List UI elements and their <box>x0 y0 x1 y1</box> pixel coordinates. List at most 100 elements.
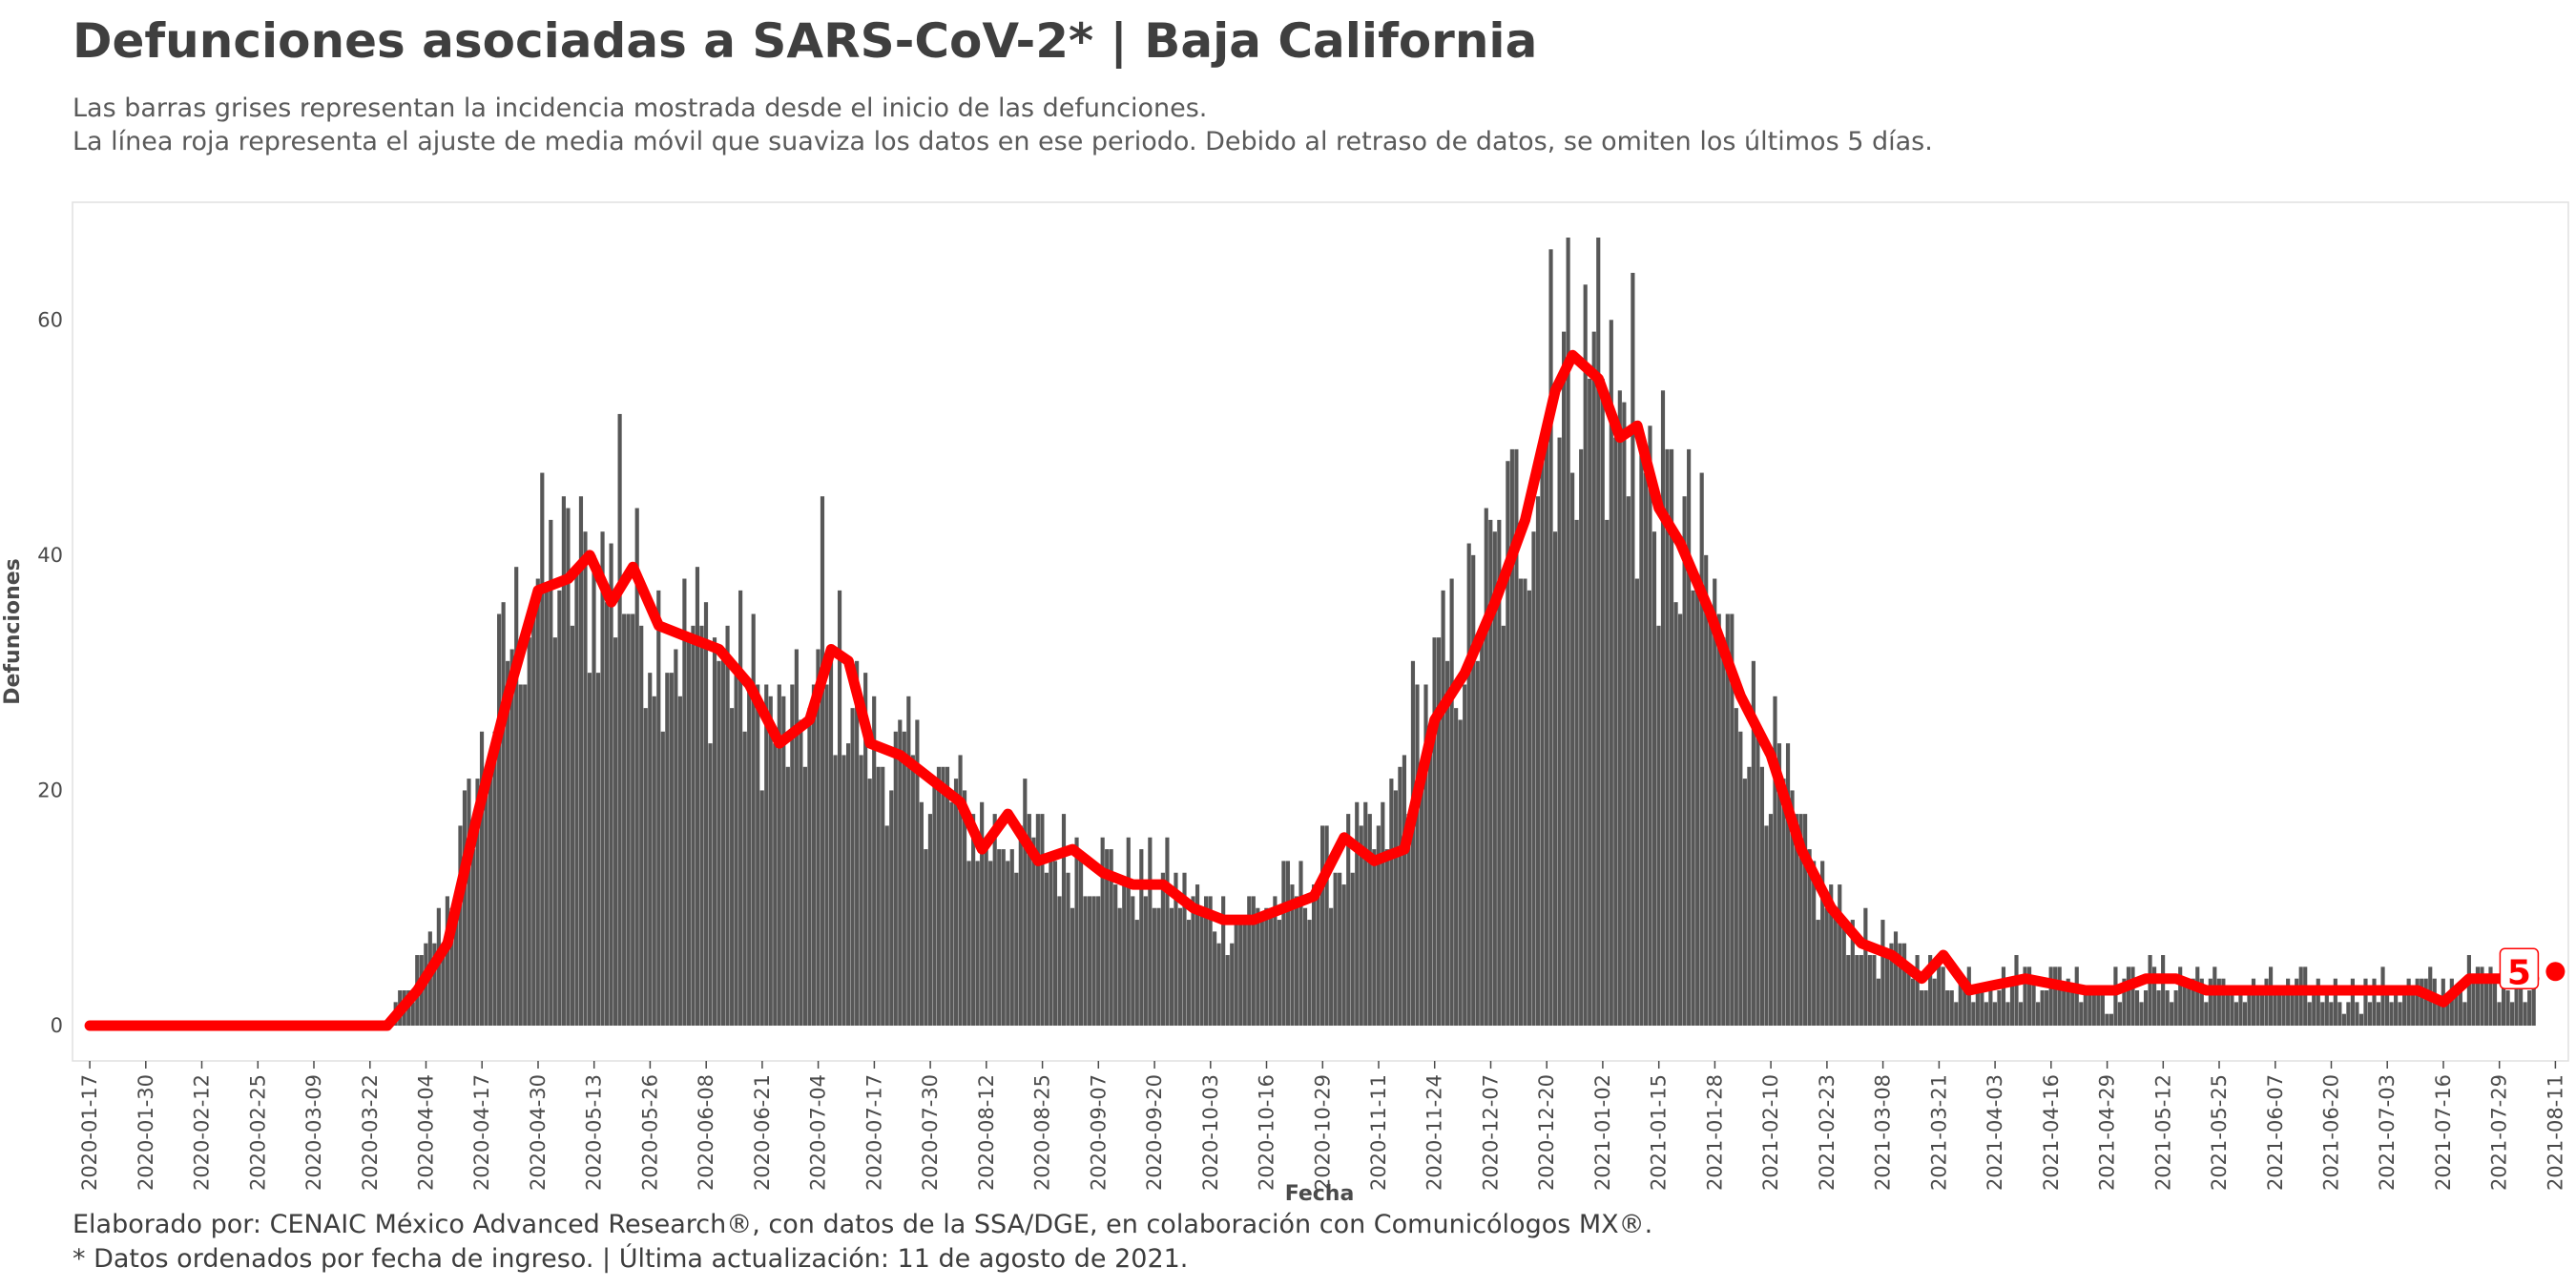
daily-bar <box>1156 907 1161 1027</box>
daily-bar <box>1083 896 1088 1027</box>
x-tick-label: 2021-07-16 <box>2432 1074 2455 1191</box>
daily-bar <box>660 731 665 1027</box>
daily-bar <box>1463 684 1467 1027</box>
daily-bar <box>2221 978 2226 1027</box>
daily-bar <box>1109 849 1113 1027</box>
x-tick-label: 2020-10-03 <box>1199 1074 1222 1191</box>
daily-bar <box>1191 896 1195 1027</box>
daily-bar <box>2333 978 2337 1027</box>
daily-bar <box>1704 554 1709 1027</box>
daily-bar <box>846 743 851 1027</box>
y-tick-label: 0 <box>51 1014 63 1037</box>
daily-bar <box>2480 966 2484 1027</box>
daily-bar <box>1247 896 1252 1027</box>
daily-bar <box>1721 637 1726 1027</box>
daily-bar <box>1509 448 1514 1027</box>
daily-bar <box>1268 907 1273 1027</box>
x-tick-label: 2020-07-30 <box>919 1074 942 1191</box>
daily-bar <box>2225 990 2230 1027</box>
update-caption: * Datos ordenados por fecha de ingreso. … <box>73 1244 1189 1274</box>
daily-bar <box>2376 1002 2381 1027</box>
daily-bar <box>756 684 760 1027</box>
daily-bar <box>479 731 485 1027</box>
x-tick-label: 2021-05-12 <box>2151 1074 2174 1191</box>
daily-bar <box>1695 578 1700 1027</box>
daily-bar <box>1251 896 1256 1027</box>
daily-bar <box>1333 872 1338 1027</box>
daily-bar <box>1716 613 1721 1027</box>
daily-bar <box>1070 907 1075 1027</box>
daily-bar <box>1234 920 1238 1027</box>
daily-bar <box>2109 1013 2113 1027</box>
daily-bar <box>1415 684 1420 1027</box>
daily-bar <box>1501 625 1506 1027</box>
daily-bar <box>1691 590 1695 1027</box>
daily-bar <box>1484 508 1488 1027</box>
daily-bar <box>1134 920 1139 1027</box>
daily-bar <box>863 673 868 1027</box>
daily-bar <box>1945 990 1950 1027</box>
daily-bar <box>540 472 545 1027</box>
x-tick-label: 2020-04-17 <box>470 1074 493 1191</box>
daily-bar <box>1165 837 1170 1027</box>
daily-bar <box>544 590 549 1027</box>
daily-bar <box>2122 978 2127 1027</box>
daily-bar <box>1984 1002 1988 1027</box>
daily-bar <box>1656 625 1661 1027</box>
daily-bar <box>1617 390 1622 1027</box>
daily-bar <box>1049 861 1053 1027</box>
daily-bar <box>1863 907 1868 1027</box>
x-tick-label: 2020-12-20 <box>1535 1074 1558 1191</box>
daily-bar <box>1954 1002 1959 1027</box>
daily-bar <box>1458 719 1463 1027</box>
daily-bar <box>1730 613 1735 1027</box>
daily-bar <box>1665 448 1670 1027</box>
x-tick-label: 2021-03-21 <box>1927 1074 1950 1191</box>
daily-bar <box>1213 931 1217 1027</box>
daily-bar <box>919 801 924 1027</box>
daily-bar <box>506 660 510 1027</box>
daily-bar <box>2182 978 2187 1027</box>
daily-bar <box>1402 755 1406 1027</box>
daily-bar <box>1410 660 1416 1027</box>
daily-bar <box>1699 472 1704 1027</box>
daily-bar <box>1820 861 1825 1027</box>
daily-bar <box>2208 978 2212 1027</box>
daily-bar <box>2458 990 2462 1027</box>
daily-bar <box>2449 978 2454 1027</box>
daily-bar <box>1527 590 1532 1027</box>
daily-bar <box>2445 1002 2450 1027</box>
daily-bar <box>1419 790 1424 1027</box>
daily-bar <box>656 590 661 1027</box>
daily-bar <box>924 849 928 1027</box>
daily-bar <box>1506 461 1510 1027</box>
daily-bar <box>2531 978 2536 1027</box>
daily-bar <box>941 766 945 1027</box>
daily-bar <box>462 790 467 1027</box>
daily-bar <box>492 731 497 1027</box>
daily-bar <box>2247 990 2252 1027</box>
daily-bar <box>2268 966 2274 1027</box>
daily-bar <box>1803 814 1808 1027</box>
daily-bar <box>1384 849 1389 1027</box>
daily-bar <box>1497 519 1502 1027</box>
x-tick-label: 2020-04-04 <box>415 1074 438 1191</box>
source-caption: Elaborado por: CENAIC México Advanced Re… <box>73 1210 1653 1239</box>
daily-bar <box>1838 884 1842 1027</box>
daily-bar <box>949 801 954 1027</box>
daily-bar <box>561 496 566 1027</box>
daily-bar <box>1850 920 1855 1027</box>
daily-bar <box>2367 1002 2373 1027</box>
daily-bar <box>785 766 790 1027</box>
chart-subtitle-line-1: Las barras grises representan la inciden… <box>73 93 1208 123</box>
daily-bar <box>1988 990 1993 1027</box>
daily-bar <box>1105 849 1110 1027</box>
daily-bar <box>958 755 963 1027</box>
x-tick-label: 2021-06-07 <box>2264 1074 2287 1191</box>
daily-bar <box>859 755 863 1027</box>
daily-bar <box>686 637 691 1027</box>
daily-bar <box>1535 496 1541 1027</box>
x-tick-label: 2020-04-30 <box>527 1074 550 1191</box>
daily-bar <box>1113 884 1118 1027</box>
daily-bar <box>1997 990 2002 1027</box>
